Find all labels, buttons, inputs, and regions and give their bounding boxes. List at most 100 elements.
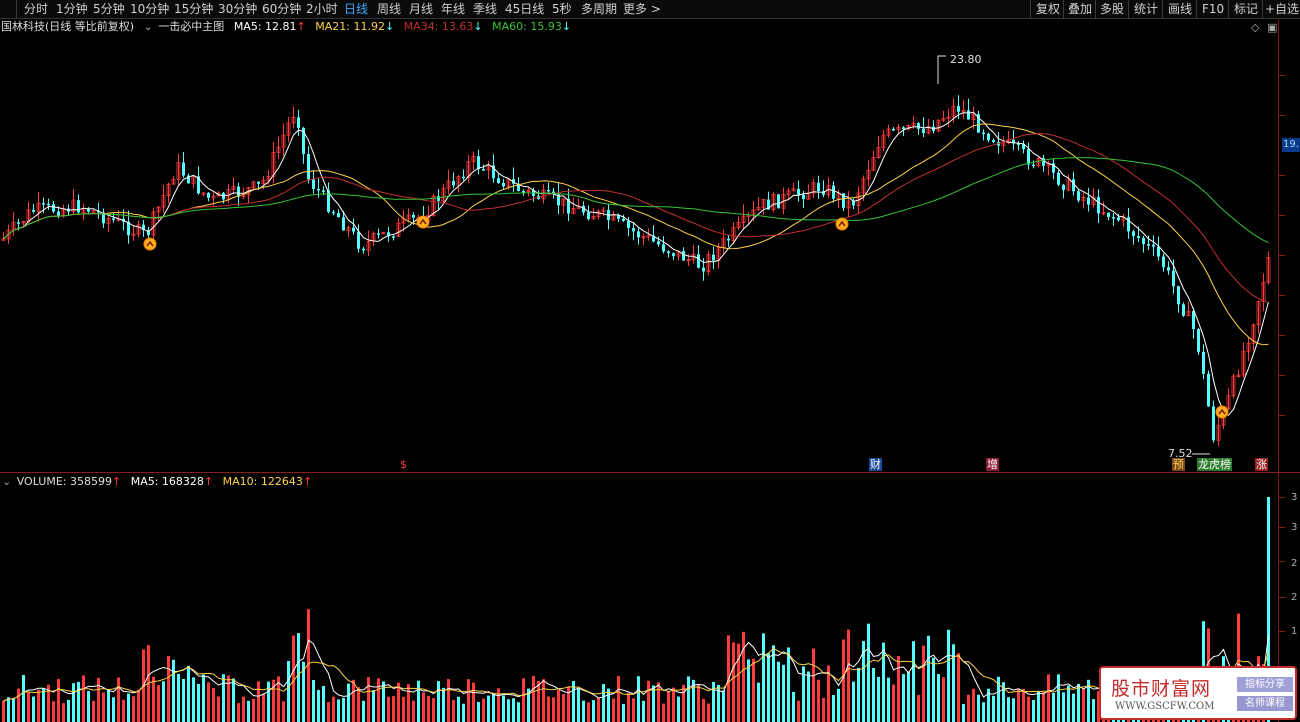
candle-body — [1251, 324, 1256, 344]
period-tab-timeshare[interactable]: 分时 — [24, 2, 49, 16]
volume-bar — [72, 683, 75, 722]
volume-bar — [987, 688, 990, 722]
candle-body — [1147, 244, 1150, 246]
candle-body — [396, 222, 401, 237]
volume-bar — [357, 687, 360, 722]
period-tab-15min[interactable]: 15分钟 — [174, 2, 214, 16]
event-tag-dragon-tiger[interactable]: 龙虎榜 — [1197, 458, 1232, 471]
overlay-button[interactable]: 叠加 — [1068, 2, 1093, 16]
candle-body — [557, 194, 560, 206]
statistics-button[interactable]: 统计 — [1134, 2, 1159, 16]
period-tab-daily[interactable]: 日线 — [344, 2, 369, 16]
panel-toggle-icon[interactable]: ▣ — [1267, 21, 1278, 34]
candle-body — [682, 251, 685, 261]
volume-bar — [502, 695, 505, 722]
volume-bar — [392, 696, 395, 722]
indicator-name[interactable]: 一击必中主图 — [158, 20, 225, 33]
candle-body — [412, 214, 415, 218]
volume-bar — [197, 683, 200, 722]
period-tab-multi[interactable]: 多周期 — [581, 2, 618, 16]
candle-body — [502, 183, 505, 187]
period-tab-30min[interactable]: 30分钟 — [218, 2, 258, 16]
high-marker-line — [937, 55, 946, 84]
period-tab-yearly[interactable]: 年线 — [441, 2, 466, 16]
period-tab-45day[interactable]: 45日线 — [505, 2, 545, 16]
candle-body — [571, 207, 576, 215]
f10-button[interactable]: F10 — [1202, 2, 1225, 16]
period-tab-quarterly[interactable]: 季线 — [473, 2, 498, 16]
candle-body — [547, 189, 550, 192]
candle-body — [601, 209, 606, 212]
volume-bar — [327, 702, 330, 722]
candle-body — [756, 206, 761, 211]
volume-bar — [342, 697, 345, 722]
candle-body — [817, 182, 820, 192]
axis-tick — [1279, 497, 1285, 498]
period-tab-10min[interactable]: 10分钟 — [130, 2, 170, 16]
volume-chart[interactable] — [0, 490, 1278, 722]
candlestick-chart[interactable] — [0, 36, 1278, 472]
axis-tick — [1279, 527, 1285, 528]
period-tab-5sec[interactable]: 5秒 — [552, 2, 572, 16]
candle-body — [967, 110, 970, 120]
volume-bar — [37, 689, 40, 722]
period-tab-weekly[interactable]: 周线 — [377, 2, 402, 16]
candle-body — [6, 229, 11, 240]
vol-axis-label: 3 — [1291, 522, 1298, 533]
period-tab-5min[interactable]: 5分钟 — [93, 2, 125, 16]
volume-bar — [352, 679, 355, 722]
candle-body — [276, 146, 281, 153]
candle-body — [286, 122, 291, 136]
mark-button[interactable]: 标记 — [1234, 2, 1259, 16]
candle-body — [1177, 286, 1180, 305]
period-tab-monthly[interactable]: 月线 — [409, 2, 434, 16]
event-tag-finance[interactable]: 财 — [869, 458, 882, 471]
volume-bar — [192, 677, 195, 722]
candle-body — [87, 208, 90, 212]
add-watchlist-button[interactable]: +自选 — [1265, 2, 1300, 16]
volume-bar — [562, 694, 565, 722]
volume-bar — [457, 696, 460, 722]
axis-tick — [1279, 295, 1285, 296]
candle-body — [641, 236, 646, 239]
volume-bar — [642, 700, 645, 722]
event-tag-dollar[interactable]: $ — [400, 458, 407, 471]
candle-body — [1266, 257, 1271, 283]
draw-line-button[interactable]: 画线 — [1168, 2, 1193, 16]
adjust-rights-button[interactable]: 复权 — [1036, 2, 1061, 16]
period-tab-2hour[interactable]: 2小时 — [306, 2, 338, 16]
candle-body — [767, 199, 770, 210]
volume-bar — [972, 688, 975, 722]
ma34-arrow: ↓ — [473, 20, 483, 33]
period-tab-1min[interactable]: 1分钟 — [56, 2, 88, 16]
volume-bar — [567, 687, 570, 722]
candle-body — [377, 233, 380, 235]
volume-bar — [817, 679, 820, 722]
period-tab-60min[interactable]: 60分钟 — [262, 2, 302, 16]
ma5-line — [3, 111, 1269, 416]
event-tag-forecast[interactable]: 预 — [1172, 458, 1185, 471]
volume-bar — [672, 687, 675, 722]
volume-bar — [652, 685, 655, 722]
candle-body — [1062, 184, 1065, 191]
ma21-value: MA21: 11.92 — [315, 20, 385, 33]
chevron-down-icon[interactable]: ⌄ — [143, 20, 153, 33]
event-tag-limit-up[interactable]: 涨 — [1255, 458, 1268, 471]
candle-body — [1137, 236, 1140, 239]
volume-bar — [397, 682, 400, 722]
volume-bar — [657, 682, 660, 722]
volume-bar — [737, 643, 740, 722]
chevron-down-icon[interactable]: ⌄ — [2, 475, 12, 488]
volume-bar — [67, 699, 70, 722]
volume-bar — [47, 684, 50, 722]
volume-bar — [227, 675, 230, 722]
vol-axis-label: 2 — [1291, 592, 1298, 603]
diamond-icon[interactable]: ◇ — [1251, 21, 1260, 34]
candle-body — [497, 178, 500, 184]
period-more-button[interactable]: 更多 > — [623, 2, 661, 16]
multi-stock-button[interactable]: 多股 — [1100, 2, 1125, 16]
volume-bar — [982, 702, 985, 722]
event-tag-increase[interactable]: 增 — [986, 458, 999, 471]
candle-body — [1022, 144, 1025, 150]
volume-bar — [217, 696, 220, 722]
